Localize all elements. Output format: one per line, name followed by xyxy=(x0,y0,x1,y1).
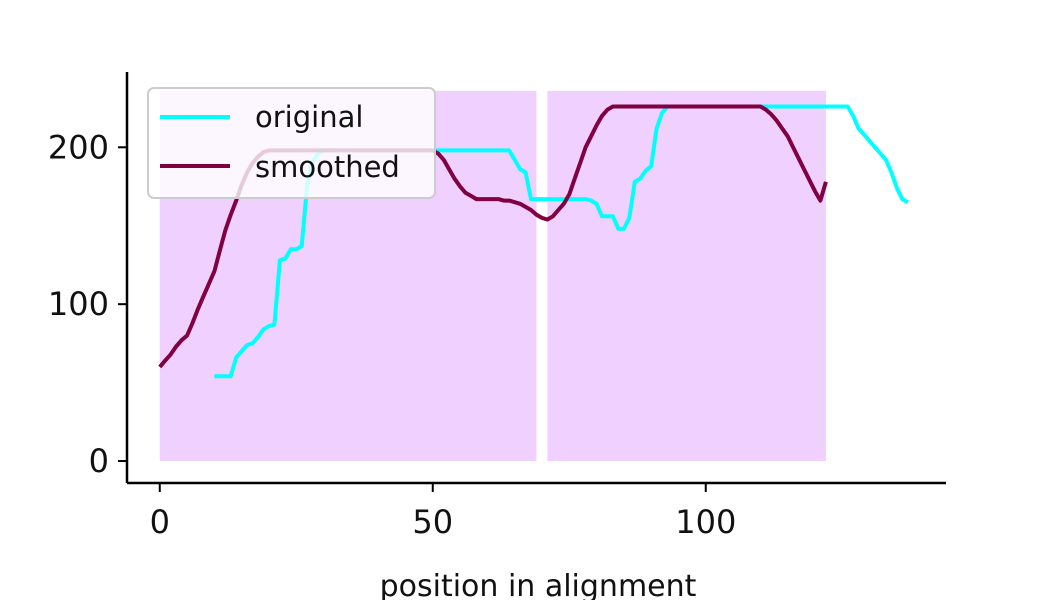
y-tick-label-0: 0 xyxy=(89,442,109,480)
legend-label-smoothed: smoothed xyxy=(255,150,400,184)
x-tick-label-0: 0 xyxy=(150,503,170,541)
legend: original smoothed xyxy=(147,87,436,199)
x-tick-label-50: 50 xyxy=(412,503,453,541)
series-line-original xyxy=(214,104,909,379)
x-tick-label-100: 100 xyxy=(675,503,736,541)
series-lines xyxy=(158,104,909,379)
axes xyxy=(125,72,946,485)
y-tick-label-100: 100 xyxy=(48,285,109,323)
series-line-smoothed xyxy=(158,104,828,369)
x-axis-label: position in alignment xyxy=(380,569,697,600)
legend-label-original: original xyxy=(255,100,363,134)
ticks: 0 50 100 0 100 200 xyxy=(48,128,736,541)
shaded-region-2 xyxy=(547,90,826,462)
y-tick-label-200: 200 xyxy=(48,128,109,166)
